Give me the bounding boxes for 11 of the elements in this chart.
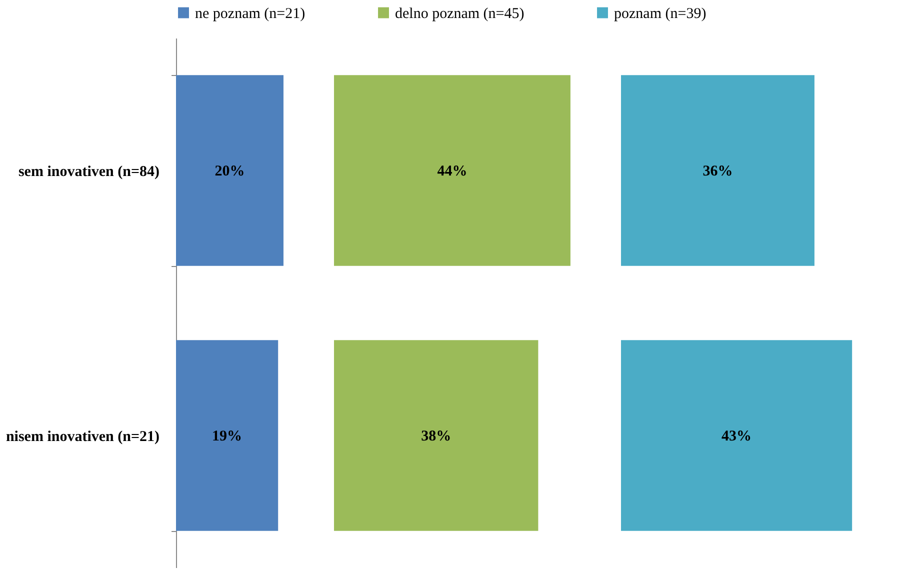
data-label: 36% [702, 164, 733, 180]
data-label: 38% [421, 428, 452, 444]
legend-label: delno poznam (n=45) [395, 6, 524, 22]
legend-label: ne poznam (n=21) [195, 6, 306, 22]
data-label: 43% [722, 428, 752, 444]
y-tick-label: sem inovativen (n=84) [18, 164, 160, 180]
data-label: 44% [437, 164, 468, 180]
data-label: 19% [212, 428, 242, 444]
y-tick-label: nisem inovativen (n=21) [6, 429, 160, 445]
legend-label: poznam (n=39) [614, 6, 706, 22]
data-label: 20% [214, 164, 245, 180]
